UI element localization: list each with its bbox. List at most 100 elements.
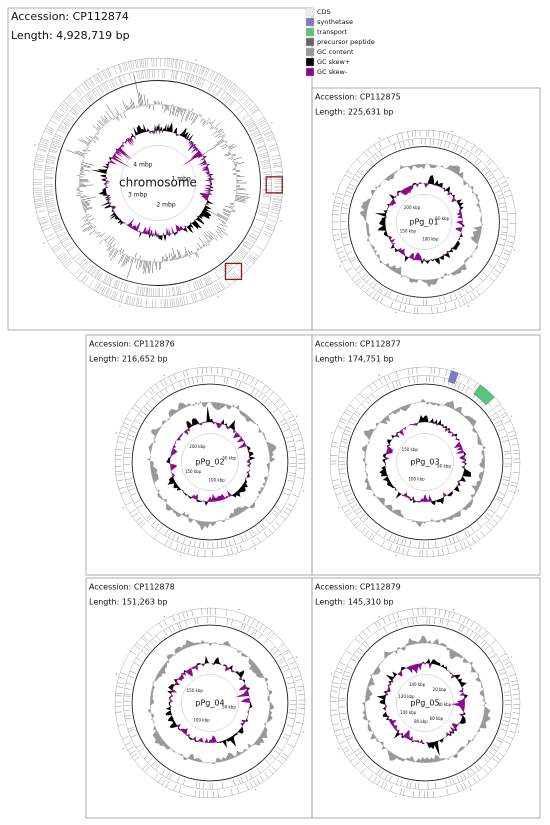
legend-swatch <box>305 37 315 47</box>
scale-label: 200 kbp <box>189 444 206 449</box>
scale-label: 50 kbp <box>435 216 449 221</box>
cluster-highlight <box>224 262 243 281</box>
ring-dot <box>122 747 125 750</box>
scale-label: 200 kbp <box>404 205 421 210</box>
ring-dot <box>330 432 333 434</box>
ring-dot <box>330 673 333 675</box>
ring-dot <box>453 367 455 370</box>
track-circle <box>123 375 297 549</box>
scale-label: 50 kbp <box>437 463 451 468</box>
transport-cluster <box>473 384 495 406</box>
replicon-name: pPg_05 <box>410 699 439 708</box>
legend-swatch <box>305 7 315 17</box>
ring-dot <box>302 731 305 733</box>
accession: Accession: CP112877 <box>315 340 401 349</box>
ring-dot <box>217 296 219 298</box>
ring-dot <box>115 432 118 434</box>
cluster-highlight <box>265 176 283 194</box>
ring-dot <box>517 731 520 733</box>
track-circle <box>329 366 521 558</box>
gc-baseline <box>365 163 483 281</box>
ring-dot <box>337 506 340 509</box>
cds-ticks <box>32 57 284 309</box>
inner-circle <box>181 433 239 491</box>
accession: Accession: CP112875 <box>315 93 401 102</box>
inner-circle <box>396 674 454 732</box>
ring-dot <box>195 59 197 61</box>
track-circle <box>329 607 521 799</box>
accession: Accession: CP112878 <box>89 583 175 592</box>
replicon-name: chromosome <box>119 176 197 190</box>
scale-label: 80 kbp <box>414 719 428 724</box>
ring-dot <box>378 615 381 618</box>
gc-baseline <box>79 104 237 262</box>
cds-ticks <box>123 375 297 549</box>
genome-panel: Accession: CP112876 Length: 216,652 bp pPg… <box>85 334 313 576</box>
cds-ticks <box>338 375 512 549</box>
legend-label: GC skew- <box>317 68 348 76</box>
ring-dot <box>122 506 125 509</box>
replicon-name: pPg_03 <box>410 458 439 467</box>
gc-baseline <box>149 642 271 764</box>
ring-dot <box>395 795 397 798</box>
legend-label: GC content <box>317 48 354 56</box>
legend-swatch <box>305 57 315 67</box>
backbone <box>346 383 504 541</box>
backbone <box>346 624 504 782</box>
scale-label: 40 kbp <box>438 702 452 707</box>
length: Length: 4,928,719 bp <box>11 29 130 42</box>
ring-dot <box>332 193 335 195</box>
ring-dot <box>271 122 273 124</box>
ring-dot <box>339 265 341 267</box>
panel-border <box>311 577 541 819</box>
ring-dot <box>453 608 455 611</box>
genome-panel: Accession: CP112878 Length: 151,263 bp pPg… <box>85 577 313 819</box>
scale-label: 100 kbp <box>400 710 417 715</box>
scale-label: 140 kbp <box>409 682 426 687</box>
ring-dot <box>254 547 257 550</box>
ring-dot <box>302 490 305 492</box>
ring-dot <box>517 490 520 492</box>
ring-dot <box>119 305 121 307</box>
accession: Accession: CP112876 <box>89 340 175 349</box>
gc-baseline <box>364 642 486 764</box>
ring-dot <box>43 242 45 244</box>
scale-label: 3 mbp <box>128 191 147 198</box>
backbone <box>131 383 289 541</box>
backbone <box>348 146 500 298</box>
track-circle <box>338 616 512 790</box>
scale-label: 1 mbp <box>172 175 191 182</box>
ring-dot <box>395 311 397 314</box>
gc-skew-positive <box>166 406 256 506</box>
ring-dot <box>238 608 240 611</box>
scale-label: 2 mbp <box>156 202 175 209</box>
length: Length: 174,751 bp <box>315 355 394 364</box>
track-circle <box>123 616 297 790</box>
scale-label: 50 kbp <box>222 704 236 709</box>
panel-border <box>311 334 541 576</box>
length: Length: 145,310 bp <box>315 598 394 607</box>
ring-dot <box>510 415 513 418</box>
ring-dot <box>395 554 397 557</box>
backbone <box>55 80 261 286</box>
genome-panel: Accession: CP112874 Length: 4,928,719 bp c… <box>7 7 313 331</box>
scale-label: 20 kbp <box>433 687 447 692</box>
scale-label: 150 kbp <box>402 447 419 452</box>
ring-dot <box>180 795 182 798</box>
legend-label: synthetase <box>317 18 353 26</box>
scale-label: 100 kbp <box>408 477 425 482</box>
legend-swatch <box>305 27 315 37</box>
legend-label: transport <box>317 28 347 36</box>
ring-dot <box>238 367 240 370</box>
cds-ticks <box>329 607 521 799</box>
ring-dot <box>180 554 182 557</box>
ring-dot <box>451 130 453 133</box>
track-circle <box>44 69 272 297</box>
genome-panel: Accession: CP112877 Length: 174,751 bp pPg… <box>311 334 541 576</box>
ring-dot <box>280 220 282 222</box>
scale-label: 100 kbp <box>422 236 439 241</box>
track-circle <box>340 138 508 306</box>
legend-swatch <box>305 47 315 57</box>
length: Length: 225,631 bp <box>315 108 394 117</box>
